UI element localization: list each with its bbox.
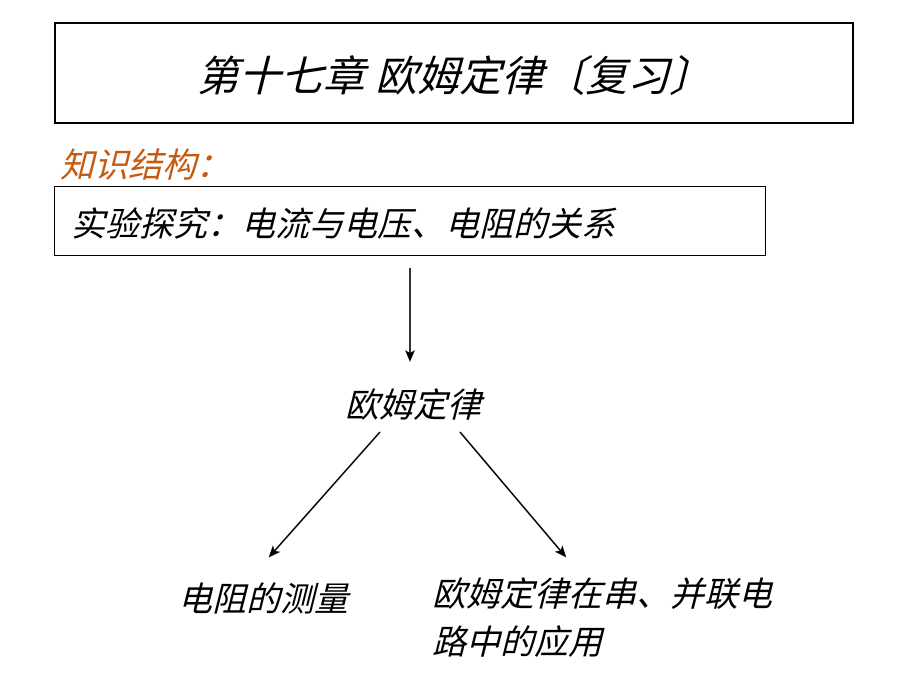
experiment-box: 实验探究：电流与电压、电阻的关系 [54,186,766,256]
leaf-line1: 欧姆定律在串、并联电 [432,577,772,614]
section-label-knowledge-structure: 知识结构： [60,138,230,187]
leaf-series-parallel-application: 欧姆定律在串、并联电 路中的应用 [432,572,772,668]
node-ohms-law: 欧姆定律 [345,378,481,427]
chapter-title-box: 第十七章 欧姆定律〔复习〕 [54,22,854,124]
chapter-title: 第十七章 欧姆定律〔复习〕 [197,43,712,104]
arrow-right [460,432,565,556]
experiment-text: 实验探究：电流与电压、电阻的关系 [71,197,615,246]
leaf-line2: 路中的应用 [432,625,602,662]
leaf-resistance-measurement: 电阻的测量 [178,572,348,621]
arrow-left [270,432,380,556]
